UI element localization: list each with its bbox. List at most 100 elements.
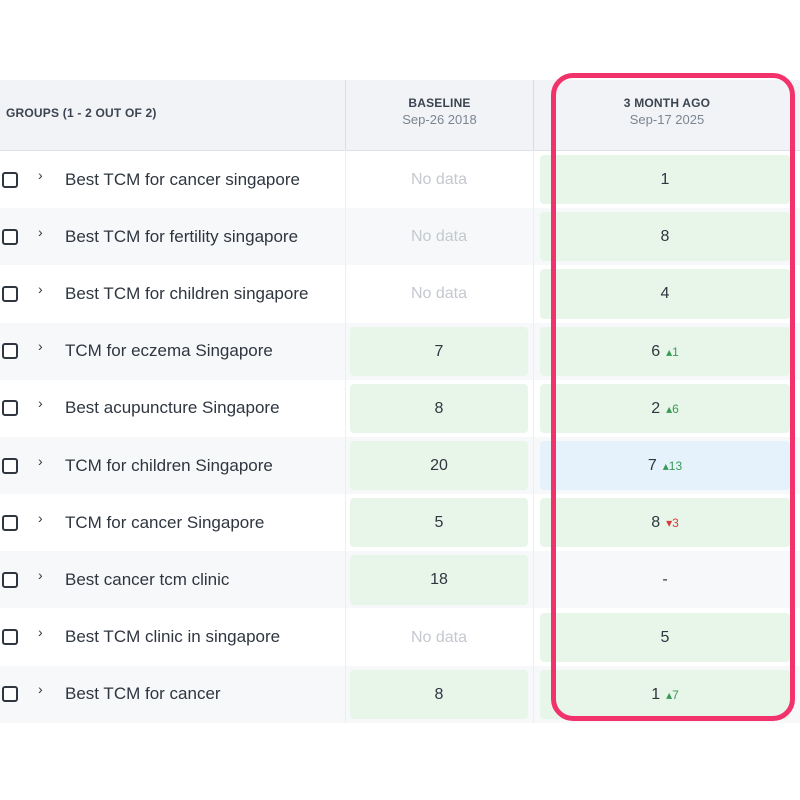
- baseline-title: BASELINE: [408, 96, 471, 110]
- baseline-date: Sep-26 2018: [402, 112, 477, 127]
- three-month-cell: 6 ▴1: [540, 326, 790, 376]
- baseline-value: No data: [410, 285, 468, 303]
- table-header: GROUPS (1 - 2 OUT OF 2) BASELINE Sep-26 …: [0, 80, 800, 151]
- baseline-value: 8: [434, 685, 444, 703]
- table-row[interactable]: › Best TCM for cancer 8 1 ▴7: [0, 665, 800, 723]
- arrow-up-icon: ▴: [666, 687, 673, 702]
- keyword-label: Best acupuncture Singapore: [65, 398, 280, 418]
- three-month-cell: 5: [540, 612, 790, 662]
- baseline-cell: No data: [350, 212, 528, 261]
- row-checkbox[interactable]: [2, 400, 18, 417]
- rank-change-value: 13: [668, 459, 683, 473]
- baseline-cell: 20: [350, 441, 528, 491]
- table-row[interactable]: › Best acupuncture Singapore 8 2 ▴6: [0, 379, 800, 437]
- three-month-cell: 1 ▴7: [540, 669, 790, 719]
- three-month-value: 2: [651, 399, 661, 417]
- three-month-value: 8: [651, 514, 661, 532]
- table-row[interactable]: › Best cancer tcm clinic 18 -: [0, 551, 800, 609]
- baseline-cell: 5: [350, 498, 528, 548]
- table-row[interactable]: › Best TCM for fertility singapore No data…: [0, 208, 800, 266]
- rank-change-value: 7: [672, 687, 679, 702]
- three-month-value: 5: [660, 628, 670, 646]
- expand-chevron-icon[interactable]: ›: [38, 452, 43, 469]
- groups-count-label: GROUPS (1 - 2 OUT OF 2): [6, 106, 157, 120]
- keyword-label: Best TCM for children singapore: [65, 283, 309, 303]
- table-row[interactable]: › Best TCM for cancer singapore No data 1: [0, 151, 800, 208]
- expand-chevron-icon[interactable]: ›: [38, 566, 43, 583]
- table-row[interactable]: › TCM for eczema Singapore 7 6 ▴1: [0, 322, 800, 380]
- arrow-down-icon: ▾: [666, 516, 673, 531]
- rank-change-badge: ▴6: [666, 402, 679, 416]
- baseline-value: 8: [434, 399, 444, 417]
- column-divider: [345, 80, 346, 150]
- three-month-value: 4: [660, 285, 670, 303]
- baseline-cell: 18: [350, 555, 528, 605]
- three-month-cell: -: [540, 555, 790, 604]
- rank-change-value: 1: [672, 344, 679, 359]
- keyword-label: Best cancer tcm clinic: [65, 569, 230, 589]
- keyword-label: Best TCM for fertility singapore: [65, 226, 299, 246]
- three-month-value: 1: [651, 685, 661, 703]
- row-checkbox[interactable]: [2, 285, 18, 302]
- three-month-cell: 4: [540, 269, 790, 319]
- baseline-value: No data: [410, 228, 468, 246]
- baseline-value: 20: [430, 457, 448, 474]
- table-row[interactable]: › Best TCM for children singapore No data 4: [0, 265, 800, 323]
- arrow-up-icon: ▴: [666, 401, 673, 416]
- three-month-value: 1: [660, 171, 670, 188]
- row-checkbox[interactable]: [2, 571, 18, 588]
- baseline-column-header[interactable]: BASELINE Sep-26 2018: [346, 96, 533, 127]
- three-month-cell: 8 ▾3: [540, 498, 790, 548]
- row-checkbox[interactable]: [2, 629, 18, 646]
- baseline-cell: 8: [350, 669, 528, 719]
- baseline-value: No data: [410, 628, 468, 646]
- row-checkbox[interactable]: [2, 457, 18, 474]
- baseline-value: 7: [434, 342, 444, 360]
- three-month-cell: 7 ▴13: [540, 441, 790, 491]
- keyword-label: TCM for cancer Singapore: [65, 512, 265, 532]
- three-month-cell: 8: [540, 212, 790, 262]
- three-month-column-header[interactable]: 3 MONTH AGO Sep-17 2025: [534, 96, 800, 127]
- baseline-cell: 7: [350, 326, 528, 376]
- baseline-value: No data: [410, 171, 468, 188]
- row-checkbox[interactable]: [2, 343, 18, 360]
- column-separator: [345, 150, 346, 723]
- arrow-up-icon: ▴: [666, 344, 673, 359]
- expand-chevron-icon[interactable]: ›: [38, 681, 43, 698]
- expand-chevron-icon[interactable]: ›: [38, 395, 43, 412]
- rank-change-badge: ▾3: [666, 516, 679, 530]
- expand-chevron-icon[interactable]: ›: [38, 223, 43, 240]
- baseline-cell: No data: [350, 269, 528, 318]
- rank-change-value: 6: [672, 401, 679, 416]
- expand-chevron-icon[interactable]: ›: [38, 509, 43, 526]
- three-month-value: -: [662, 571, 668, 589]
- row-checkbox[interactable]: [2, 514, 18, 531]
- keyword-label: Best TCM clinic in singapore: [65, 627, 281, 647]
- expand-chevron-icon[interactable]: ›: [38, 166, 43, 183]
- expand-chevron-icon[interactable]: ›: [38, 338, 43, 355]
- three-month-value: 8: [660, 228, 670, 246]
- table-row[interactable]: › TCM for children Singapore 20 7 ▴13: [0, 437, 800, 494]
- three-month-date: Sep-17 2025: [629, 112, 705, 127]
- arrow-up-icon: ▴: [662, 459, 669, 473]
- baseline-cell: No data: [350, 613, 528, 662]
- three-month-value: 6: [651, 342, 661, 360]
- row-checkbox[interactable]: [2, 686, 18, 703]
- row-checkbox[interactable]: [2, 171, 18, 188]
- keyword-label: TCM for eczema Singapore: [65, 341, 273, 361]
- baseline-cell: No data: [350, 155, 528, 204]
- rankings-table: GROUPS (1 - 2 OUT OF 2) BASELINE Sep-26 …: [0, 80, 800, 723]
- three-month-cell: 2 ▴6: [540, 383, 790, 433]
- keyword-label: Best TCM for cancer singapore: [65, 169, 300, 189]
- table-row[interactable]: › Best TCM clinic in singapore No data 5: [0, 608, 800, 666]
- row-checkbox[interactable]: [2, 228, 18, 245]
- column-divider: [533, 80, 534, 150]
- column-separator: [533, 150, 534, 723]
- rank-change-badge: ▴13: [663, 459, 682, 473]
- table-row[interactable]: › TCM for cancer Singapore 5 8 ▾3: [0, 494, 800, 552]
- baseline-cell: 8: [350, 383, 528, 433]
- keyword-label: TCM for children Singapore: [65, 455, 273, 475]
- expand-chevron-icon[interactable]: ›: [38, 624, 43, 641]
- expand-chevron-icon[interactable]: ›: [38, 280, 43, 297]
- three-month-title: 3 MONTH AGO: [623, 96, 711, 110]
